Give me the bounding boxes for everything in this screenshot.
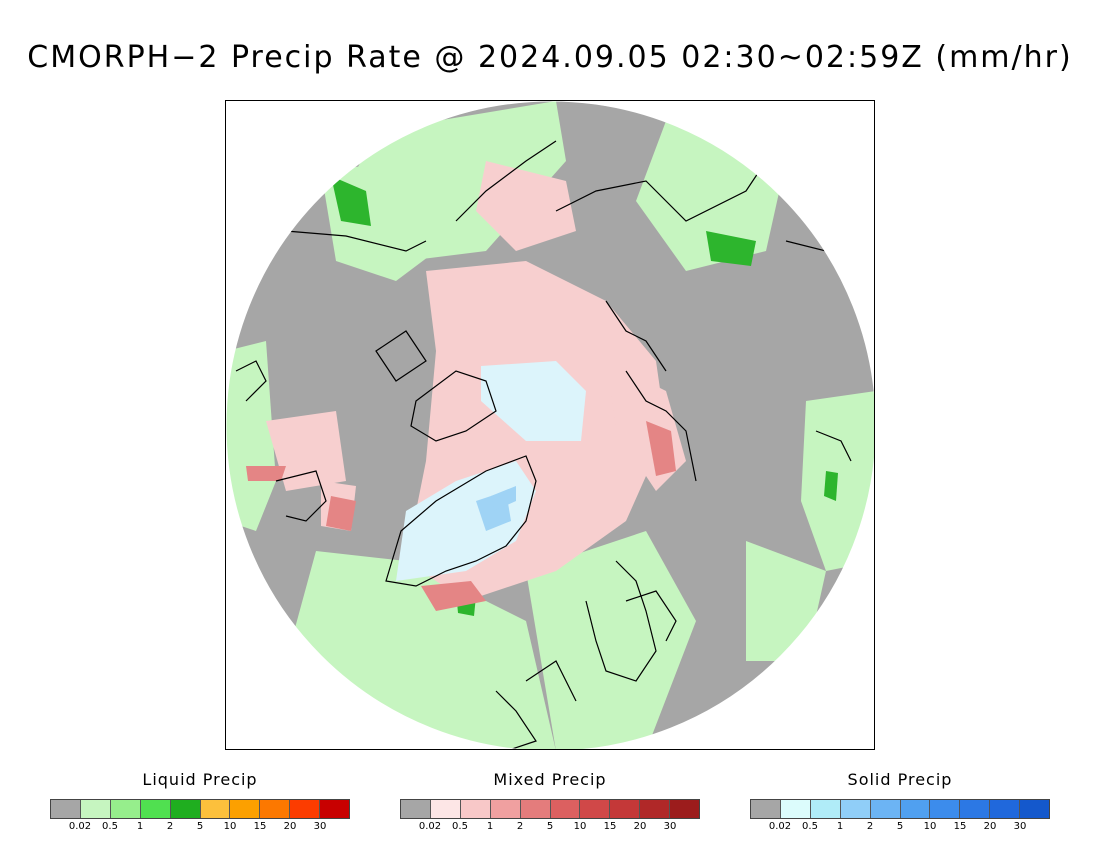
- legend-title: Mixed Precip: [493, 770, 607, 789]
- legend-swatch: [80, 800, 111, 818]
- legend-tick-label: 30: [1013, 821, 1027, 832]
- coastlines: [235, 140, 852, 749]
- legend-tick-labels: 0.02 0.5 1 2 5 10 15 20 30: [750, 819, 1050, 833]
- legend-tick-label: 15: [253, 821, 267, 832]
- map-title: CMORPH−2 Precip Rate @ 2024.09.05 02:30~…: [27, 40, 1073, 75]
- legend-swatch: [550, 800, 581, 818]
- legend-swatch: [520, 800, 551, 818]
- legend-swatch: [170, 800, 201, 818]
- legend-swatch: [751, 800, 781, 818]
- legend-colorbar: [400, 799, 700, 819]
- legend-swatch: [990, 800, 1021, 818]
- legend-title: Solid Precip: [847, 770, 953, 789]
- legend-swatch: [870, 800, 901, 818]
- legend-tick-label: 1: [486, 821, 494, 832]
- polar-map-svg: [226, 101, 874, 749]
- solid-precip-areas: [396, 361, 586, 581]
- legend-tick-label: 0.5: [102, 821, 118, 832]
- legend-tick-label: 2: [866, 821, 874, 832]
- mixed-precip-heavy: [246, 421, 676, 611]
- legend-solid-precip: Solid Precip 0.02 0.5 1 2 5 10 15 20 30: [750, 770, 1050, 833]
- legend-tick-label: 1: [136, 821, 144, 832]
- legend-swatch: [1020, 800, 1050, 818]
- legend-tick-label: 0.02: [768, 821, 792, 832]
- legend-tick-labels: 0.02 0.5 1 2 5 10 15 20 30: [50, 819, 350, 833]
- legend-tick-labels: 0.02 0.5 1 2 5 10 15 20 30: [400, 819, 700, 833]
- legend-swatch: [840, 800, 871, 818]
- legend-tick-label: 5: [546, 821, 554, 832]
- legend-swatch: [580, 800, 611, 818]
- legend-swatch: [230, 800, 261, 818]
- legend-swatch: [401, 800, 431, 818]
- legend-tick-label: 15: [953, 821, 967, 832]
- polar-map: [225, 100, 875, 750]
- legend-tick-label: 20: [283, 821, 297, 832]
- legend-swatch: [320, 800, 350, 818]
- legend-swatch: [200, 800, 231, 818]
- liquid-precip-areas: [226, 101, 874, 749]
- legend-colorbar: [750, 799, 1050, 819]
- legend-tick-label: 30: [313, 821, 327, 832]
- legend-swatch: [900, 800, 931, 818]
- legend-swatch: [780, 800, 811, 818]
- solid-precip-moderate: [476, 486, 516, 531]
- legend-swatch: [930, 800, 961, 818]
- legend-swatch: [51, 800, 81, 818]
- legend-tick-label: 0.02: [418, 821, 442, 832]
- legend-mixed-precip: Mixed Precip 0.02 0.5 1 2 5 10 15 20 30: [400, 770, 700, 833]
- legend-tick-label: 10: [923, 821, 937, 832]
- legend-tick-label: 0.5: [452, 821, 468, 832]
- legend-liquid-precip: Liquid Precip 0.02 0.5 1 2 5 10 15 20 30: [50, 770, 350, 833]
- legend-swatch: [140, 800, 171, 818]
- legend-swatch: [110, 800, 141, 818]
- legend-tick-label: 15: [603, 821, 617, 832]
- legend-swatch: [490, 800, 521, 818]
- legend-swatch: [460, 800, 491, 818]
- legend-colorbar: [50, 799, 350, 819]
- legend-swatch: [430, 800, 461, 818]
- legend-swatch: [640, 800, 671, 818]
- legend-tick-label: 5: [196, 821, 204, 832]
- legend-swatch: [290, 800, 321, 818]
- legend-swatch: [260, 800, 291, 818]
- legend-swatch: [810, 800, 841, 818]
- legend-tick-label: 1: [836, 821, 844, 832]
- legend-swatch: [610, 800, 641, 818]
- legend-tick-label: 10: [223, 821, 237, 832]
- legend-tick-label: 20: [983, 821, 997, 832]
- legend-tick-label: 20: [633, 821, 647, 832]
- legend-title: Liquid Precip: [142, 770, 258, 789]
- legend-tick-label: 10: [573, 821, 587, 832]
- legend-tick-label: 0.5: [802, 821, 818, 832]
- legend-tick-label: 2: [166, 821, 174, 832]
- legend-tick-label: 5: [896, 821, 904, 832]
- legend-swatch: [670, 800, 700, 818]
- legend-tick-label: 2: [516, 821, 524, 832]
- legend-tick-label: 0.02: [68, 821, 92, 832]
- legend-swatch: [960, 800, 991, 818]
- legend-tick-label: 30: [663, 821, 677, 832]
